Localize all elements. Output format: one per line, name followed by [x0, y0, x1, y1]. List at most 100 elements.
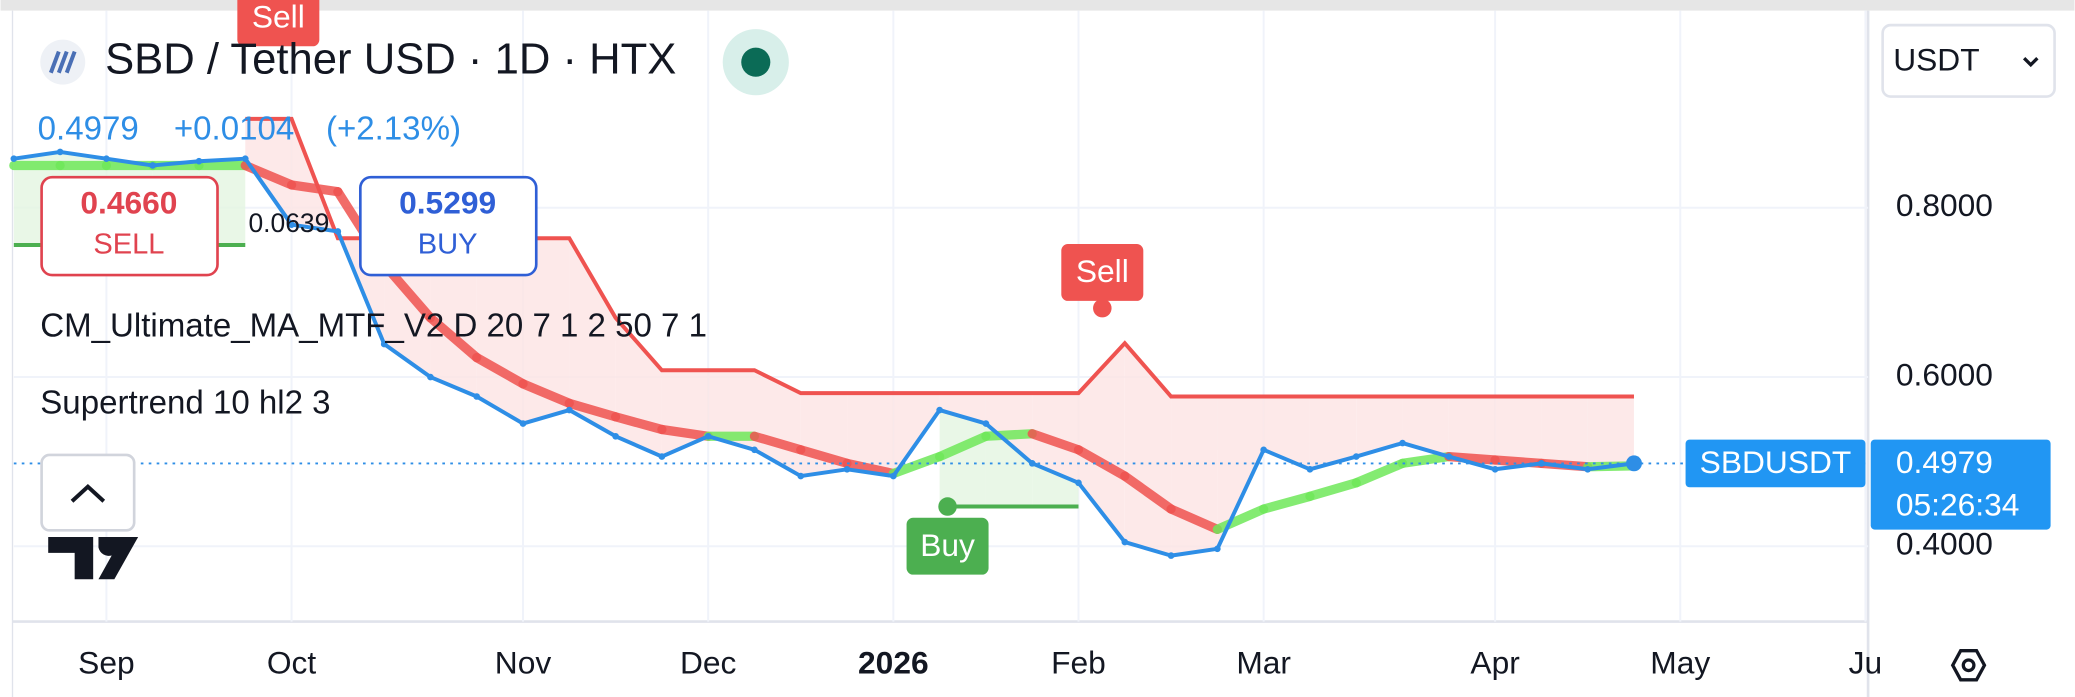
- price-point: [751, 446, 758, 454]
- bar-countdown: 05:26:34: [1896, 486, 2020, 522]
- supertrend-fill: [523, 238, 570, 424]
- price-point: [1214, 545, 1221, 553]
- price-line: [13, 149, 1635, 558]
- x-tick-label: May: [1650, 645, 1710, 681]
- settings-icon[interactable]: [1950, 649, 1987, 682]
- buy-button[interactable]: 0.5299 BUY: [359, 175, 538, 277]
- buy-button-box[interactable]: [359, 175, 538, 277]
- price-point: [519, 420, 527, 427]
- supertrend-fill: [1541, 396, 1588, 470]
- last-price-tag: [1870, 439, 2051, 530]
- moving-average-segment: [1397, 451, 1454, 468]
- sell-button[interactable]: 0.4660 SELL: [40, 175, 219, 277]
- y-tick-label: 0.6000: [1896, 356, 1993, 392]
- price-point: [843, 465, 851, 473]
- price-point: [1075, 479, 1082, 487]
- moving-average-segment: [564, 398, 621, 422]
- supertrend-fill: [1402, 396, 1449, 457]
- x-tick-label: Dec: [680, 645, 737, 681]
- price-point: [1306, 465, 1314, 473]
- price-point: [936, 406, 943, 414]
- price-point: [1491, 465, 1499, 473]
- supertrend-fill: [1171, 396, 1218, 556]
- sell-button-box[interactable]: [40, 175, 219, 277]
- symbol-logo-icon: [48, 50, 77, 74]
- supertrend-fill: [1356, 396, 1403, 457]
- price-point: [612, 432, 619, 440]
- signal-label: Sell: [252, 0, 305, 35]
- top-border: [0, 0, 2075, 11]
- supertrend-fill: [708, 370, 755, 450]
- settings-icon-center: [1961, 658, 1976, 673]
- moving-average-segment: [935, 431, 991, 462]
- price-point: [797, 472, 805, 480]
- price-point: [704, 432, 712, 440]
- moving-average-segment: [425, 313, 482, 363]
- symbol-tag: [1685, 439, 1866, 488]
- price-point: [380, 340, 388, 348]
- moving-average-segment: [796, 445, 852, 468]
- price-point: [1584, 465, 1591, 473]
- moving-average-segment: [981, 429, 1037, 441]
- supertrend-fill: [985, 423, 1033, 507]
- collapse-button[interactable]: [40, 453, 136, 532]
- supertrend-fill: [1217, 396, 1264, 549]
- supertrend-fill: [847, 393, 894, 477]
- price-point: [241, 155, 249, 162]
- price-point: [195, 157, 203, 165]
- price-point: [1538, 460, 1545, 467]
- buy-label: BUY: [418, 229, 478, 261]
- currency-select[interactable]: [1881, 23, 2056, 98]
- last-price: 0.4979: [38, 111, 139, 148]
- x-tick-label: Feb: [1051, 645, 1106, 681]
- moving-average-segment: [1305, 478, 1361, 501]
- supertrend-fill: [939, 410, 986, 507]
- signal-box: [237, 0, 320, 47]
- spread: 0.0639: [248, 208, 329, 238]
- y-tick-label: 0.8000: [1896, 187, 1993, 223]
- symbol-tag-label: SBDUSDT: [1700, 444, 1852, 480]
- moving-average-segment: [842, 458, 898, 479]
- price-point: [56, 148, 64, 156]
- price-point: [334, 228, 342, 235]
- supertrend-fill: [893, 393, 940, 477]
- price-point: [982, 420, 990, 427]
- supertrend-fill: [430, 238, 477, 397]
- supertrend-fill: [939, 393, 986, 424]
- moving-average-segment: [888, 451, 945, 479]
- price-point: [103, 155, 110, 162]
- x-tick-label: 2026: [858, 645, 929, 681]
- price-point: [566, 406, 573, 414]
- supertrend-fill: [1587, 396, 1634, 470]
- y-tick-label: 0.4000: [1896, 526, 1993, 562]
- tradingview-logo[interactable]: [48, 536, 139, 580]
- sell-price: 0.4660: [80, 184, 177, 220]
- supertrend-fill: [1448, 396, 1496, 470]
- supertrend-fill: [1495, 396, 1542, 470]
- signal-dot: [938, 497, 957, 516]
- x-tick-label: Sep: [78, 645, 134, 681]
- supertrend-fill: [985, 393, 1033, 464]
- moving-average-segment: [1212, 504, 1269, 534]
- sell-label: SELL: [93, 229, 164, 261]
- moving-average-segment: [1166, 504, 1223, 534]
- price-point: [1399, 439, 1406, 447]
- x-tick-label: Mar: [1236, 645, 1291, 681]
- moving-average-segment: [472, 352, 528, 389]
- signal-box: [906, 517, 989, 575]
- moving-average-segment: [286, 180, 343, 197]
- moving-average-segment: [1351, 458, 1408, 488]
- price-point: [890, 472, 897, 480]
- indicator-legend[interactable]: Supertrend 10 hl2 3: [40, 384, 330, 421]
- price-point: [658, 453, 666, 460]
- indicator-legend[interactable]: CM_Ultimate_MA_MTF_V2 D 20 7 1 2 50 7 1: [40, 308, 707, 345]
- x-tick-label: Oct: [267, 645, 317, 681]
- price-point: [149, 162, 156, 169]
- moving-average-segment: [1259, 491, 1315, 514]
- signal-dot: [1093, 298, 1112, 318]
- x-tick-label: Ju: [1849, 645, 1883, 681]
- supertrend-fill: [1032, 463, 1079, 507]
- moving-average-segment: [749, 431, 806, 455]
